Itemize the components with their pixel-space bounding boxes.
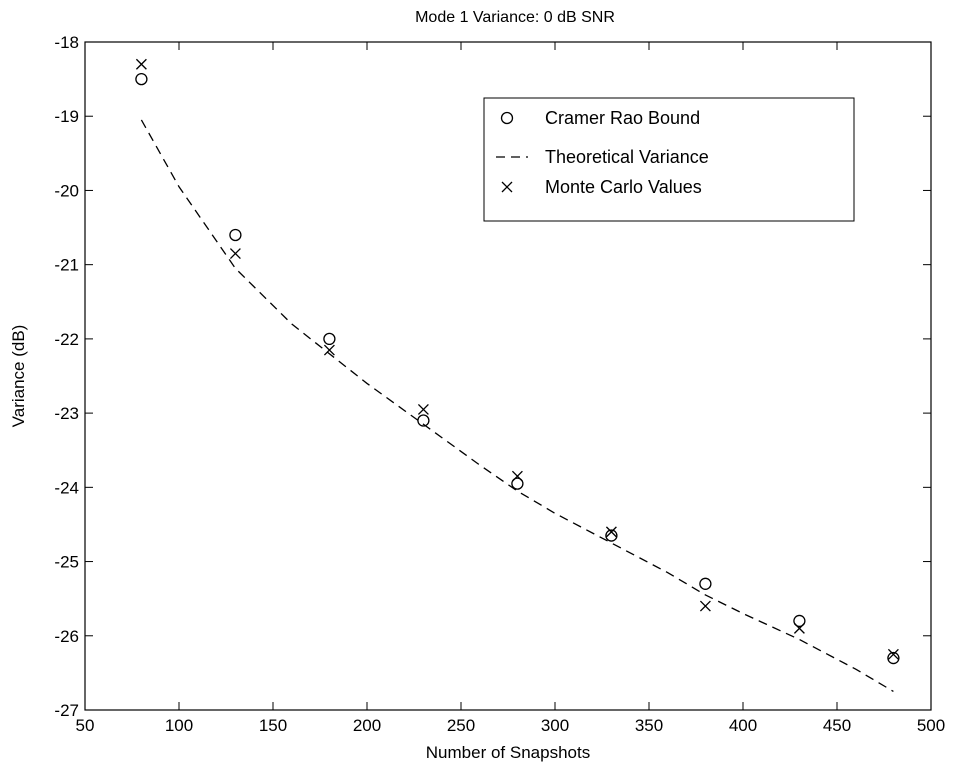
legend-label: Cramer Rao Bound (545, 108, 700, 128)
legend-x-marker (501, 181, 513, 193)
y-tick-label: -26 (54, 627, 79, 646)
x-tick-label: 300 (541, 716, 569, 735)
y-tick-label: -27 (54, 701, 79, 720)
legend-circle-marker (500, 111, 514, 125)
monte-carlo-point (229, 248, 241, 259)
y-tick-label: -18 (54, 33, 79, 52)
y-tick-label: -25 (54, 553, 79, 572)
legend-box (483, 97, 855, 222)
legend: Cramer Rao Bound Theoretical Variance Mont… (483, 97, 855, 222)
x-tick-label: 400 (729, 716, 757, 735)
x-tick-label: 50 (76, 716, 95, 735)
y-tick-label: -23 (54, 404, 79, 423)
y-tick-label: -24 (54, 478, 79, 497)
cramer-rao-point (887, 651, 900, 665)
cramer-rao-point (135, 72, 148, 86)
y-tick-label: -19 (54, 107, 79, 126)
monte-carlo-point (511, 470, 523, 482)
x-tick-label: 100 (165, 716, 193, 735)
theoretical-variance-line (140, 119, 894, 693)
cramer-rao-point (793, 614, 806, 628)
plot-frame (84, 41, 932, 711)
monte-carlo-point (417, 403, 429, 415)
axis-ticks: 50 100 150 200 250 300 350 400 450 500 -18 -19 -20 -2… (54, 33, 945, 735)
cramer-rao-point (699, 577, 712, 590)
x-tick-label: 500 (917, 716, 945, 735)
cramer-rao-point (323, 332, 336, 346)
series-layer (135, 58, 900, 693)
cramer-rao-point (605, 529, 618, 542)
monte-carlo-point (605, 526, 617, 538)
monte-carlo-point (135, 58, 147, 70)
x-tick-label: 250 (447, 716, 475, 735)
monte-carlo-point (887, 648, 899, 660)
cramer-rao-point (229, 228, 242, 242)
y-axis-label: Variance (dB) (9, 325, 28, 428)
cramer-rao-point (511, 477, 524, 490)
legend-label: Theoretical Variance (545, 147, 709, 167)
y-tick-label: -22 (54, 330, 79, 349)
monte-carlo-point (323, 344, 335, 356)
y-tick-label: -21 (54, 256, 79, 275)
monte-carlo-point (793, 622, 805, 634)
x-tick-label: 350 (635, 716, 663, 735)
x-axis-label: Number of Snapshots (426, 743, 590, 762)
x-tick-label: 200 (353, 716, 381, 735)
chart-title: Mode 1 Variance: 0 dB SNR (415, 9, 615, 26)
monte-carlo-point (699, 600, 711, 612)
legend-label: Monte Carlo Values (545, 177, 702, 197)
y-tick-label: -20 (54, 181, 79, 200)
x-tick-label: 150 (259, 716, 287, 735)
x-tick-label: 450 (823, 716, 851, 735)
